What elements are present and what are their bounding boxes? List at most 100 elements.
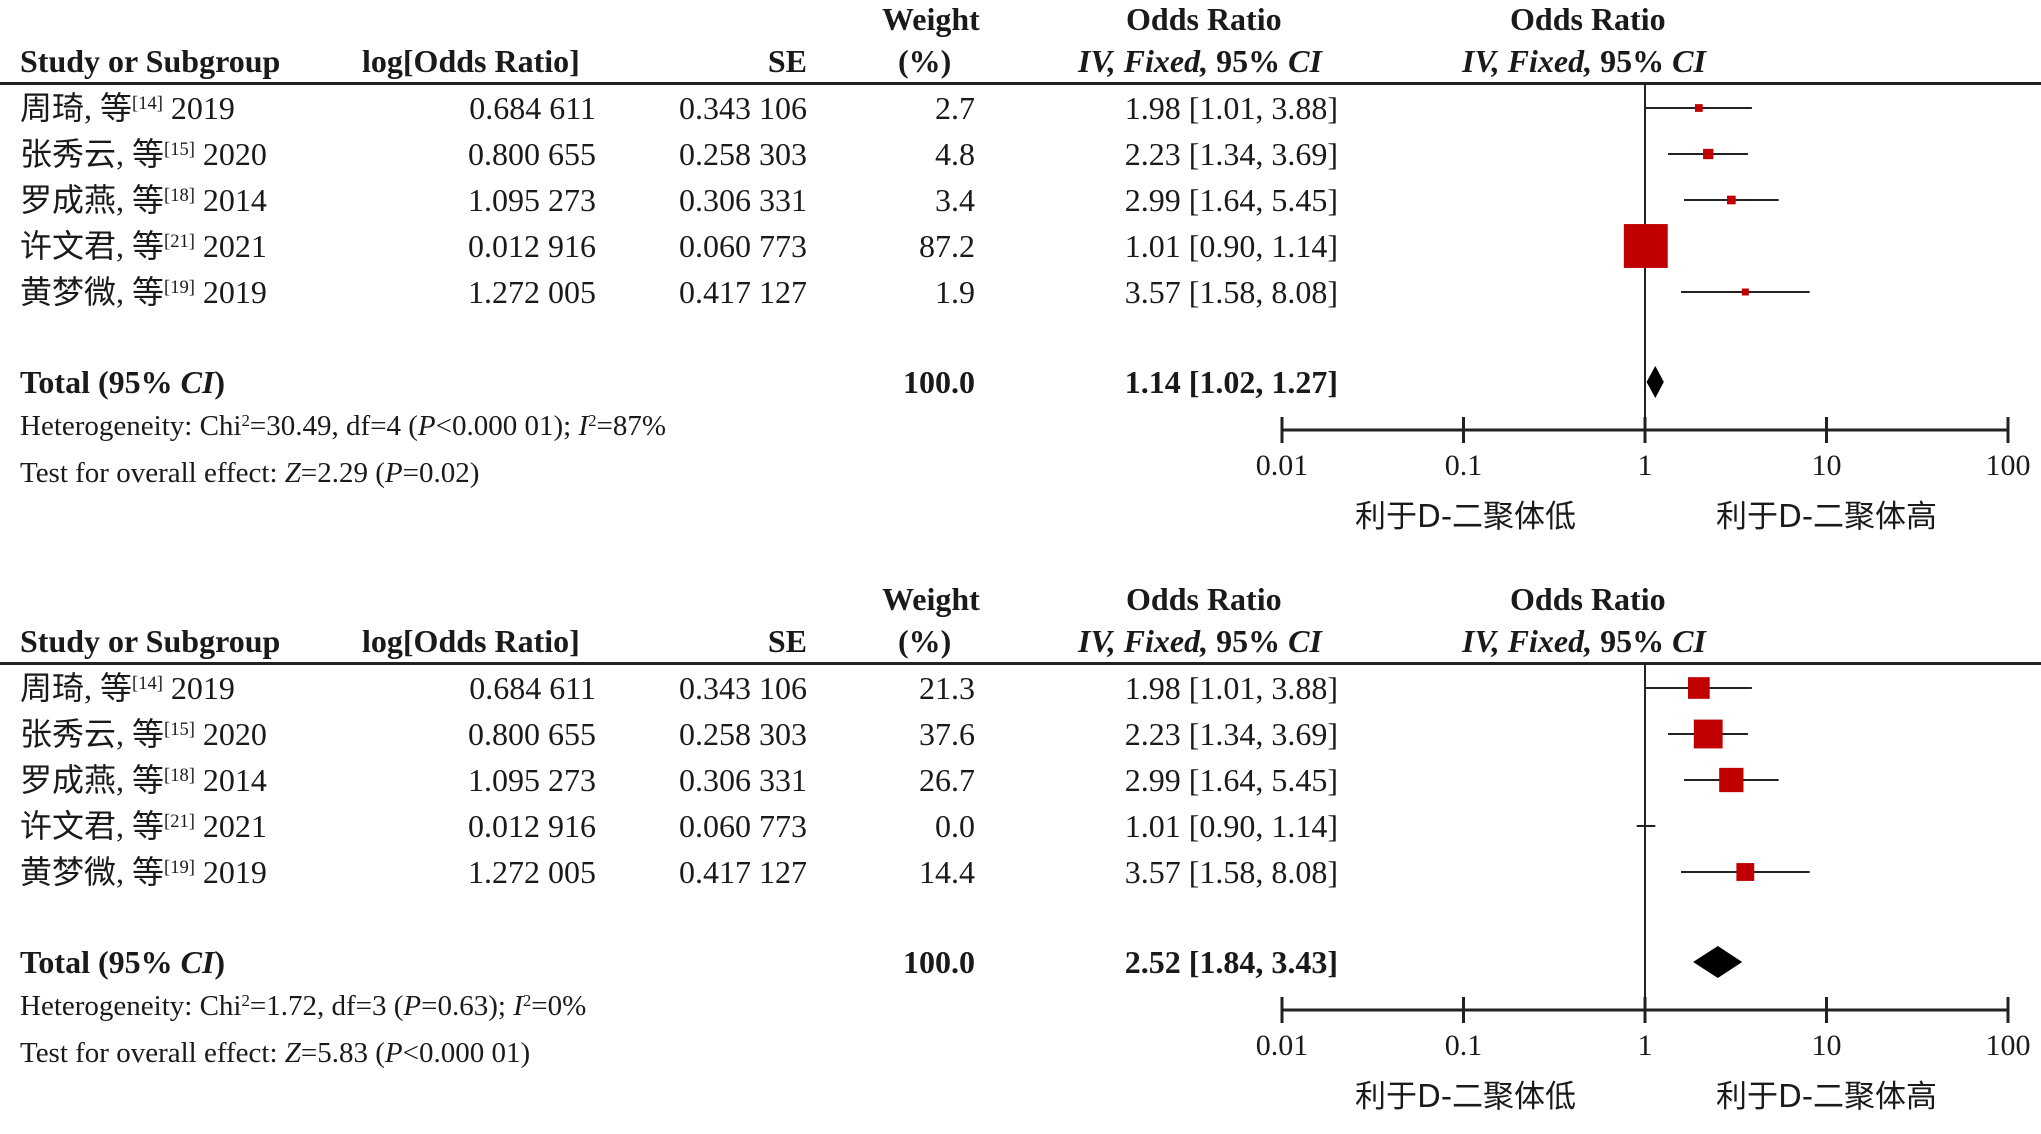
het-p-label: P — [417, 410, 436, 442]
study-weight: 1.9 — [935, 274, 975, 310]
overall-p-label: P — [384, 1037, 403, 1069]
study-year: 2021 — [194, 808, 267, 844]
header-log-or: log[Odds Ratio] — [362, 43, 580, 79]
overall-z-label: Z — [284, 1037, 301, 1069]
study-marker — [1681, 288, 1810, 296]
study-se: 0.417 127 — [679, 854, 807, 890]
study-author: 张秀云, 等 — [20, 136, 165, 172]
overall-effect-text: Test for overall effect: Z=5.83 (P<0.000… — [20, 1039, 530, 1068]
header-weight-1: Weight — [882, 1, 980, 37]
study-or-ci: 1.01 [0.90, 1.14] — [1124, 808, 1338, 844]
het-i-label: I — [513, 990, 523, 1022]
total-weight: 100.0 — [903, 944, 975, 980]
header-study: Study or Subgroup — [20, 623, 281, 659]
header-or-2: IV, Fixed, 95% CI — [1078, 45, 1322, 77]
header-se: SE — [767, 43, 807, 79]
x-label-right: 利于D-二聚体高 — [1716, 1079, 1937, 1115]
study-weight: 2.7 — [935, 90, 975, 126]
x-tick-label: 0.1 — [1445, 1029, 1483, 1062]
het-prefix: Heterogeneity: Chi — [20, 410, 242, 442]
x-label-left: 利于D-二聚体低 — [1355, 1079, 1576, 1115]
point-estimate-square — [1693, 719, 1723, 749]
study-ref: [19] — [164, 856, 195, 878]
header-plot-2-ci: CI — [1672, 623, 1706, 659]
total-label-text: Total (95% — [20, 944, 181, 980]
study-author: 张秀云, 等 — [20, 716, 165, 752]
total-label-ci: CI — [180, 364, 215, 400]
study-marker — [1683, 767, 1779, 793]
point-estimate-square — [1741, 288, 1749, 296]
header-or-1: Odds Ratio — [1126, 1, 1282, 37]
study-author: 黄梦微, 等 — [20, 274, 165, 310]
header-or-1: Odds Ratio — [1126, 581, 1282, 617]
study-ref: [18] — [164, 184, 195, 206]
overall-p-value: =0.02) — [402, 457, 480, 489]
total-weight: 100.0 — [903, 364, 975, 400]
x-tick-label: 0.01 — [1256, 449, 1309, 482]
x-tick-label: 10 — [1812, 449, 1842, 482]
study-author: 罗成燕, 等 — [20, 762, 165, 798]
study-or-ci: 1.98 [1.01, 3.88] — [1124, 90, 1338, 126]
study-log-or: 1.095 273 — [468, 182, 596, 218]
study-author: 周琦, 等 — [20, 90, 133, 126]
study-name: 张秀云, 等[15] 2020 — [20, 138, 267, 170]
het-i-value: =87% — [596, 410, 667, 442]
study-name: 许文君, 等[21] 2021 — [20, 810, 267, 842]
header-or-2: IV, Fixed, 95% CI — [1078, 625, 1322, 657]
study-or-ci: 2.99 [1.64, 5.45] — [1124, 182, 1338, 218]
study-or-ci: 3.57 [1.58, 8.08] — [1124, 274, 1338, 310]
study-name: 黄梦微, 等[19] 2019 — [20, 856, 267, 888]
study-or-ci: 2.99 [1.64, 5.45] — [1124, 762, 1338, 798]
point-estimate-square — [1623, 224, 1668, 268]
study-se: 0.258 303 — [679, 136, 807, 172]
study-log-or: 0.684 611 — [469, 90, 596, 126]
study-log-or: 0.684 611 — [469, 670, 596, 706]
study-year: 2019 — [194, 274, 267, 310]
het-i-value: =0% — [531, 990, 587, 1022]
total-label: Total (95% CI) — [20, 946, 225, 978]
forest-plot-svg: 0.01 0.1 1 10 100 利于D-二聚体低 利于D-二聚体高 — [1256, 664, 2031, 1115]
study-weight: 87.2 — [919, 228, 975, 264]
point-estimate-square — [1736, 863, 1755, 881]
overall-z-value: =5.83 ( — [300, 1037, 385, 1069]
het-chi: =30.49, df=4 ( — [249, 410, 418, 442]
study-name: 周琦, 等[14] 2019 — [20, 672, 235, 704]
x-label-left: 利于D-二聚体低 — [1355, 499, 1576, 535]
header-rule — [0, 662, 2041, 665]
header-weight-2: (%) — [898, 43, 952, 79]
point-estimate-square — [1694, 104, 1703, 112]
study-author: 罗成燕, 等 — [20, 182, 165, 218]
header-or-2-ci: CI — [1288, 43, 1322, 79]
study-year: 2019 — [194, 854, 267, 890]
study-author: 周琦, 等 — [20, 670, 133, 706]
study-ref: [14] — [132, 92, 163, 114]
x-tick-label: 0.01 — [1256, 1029, 1309, 1062]
study-marker — [1623, 224, 1668, 268]
total-or-ci: 1.14 [1.02, 1.27] — [1124, 364, 1338, 400]
total-label-ci: CI — [180, 944, 215, 980]
het-chi: =1.72, df=3 ( — [249, 990, 404, 1022]
study-log-or: 0.012 916 — [468, 808, 596, 844]
header-log-or: log[Odds Ratio] — [362, 623, 580, 659]
header-plot-1: Odds Ratio — [1510, 581, 1666, 617]
x-tick-label: 100 — [1986, 449, 2031, 482]
study-log-or: 0.012 916 — [468, 228, 596, 264]
het-i-sup: 2 — [588, 410, 597, 430]
study-ref: [21] — [164, 230, 195, 252]
header-plot-1: Odds Ratio — [1510, 1, 1666, 37]
forest-panel-2: Study or Subgroup log[Odds Ratio] SE Weight… — [0, 580, 2041, 1134]
het-i-label: I — [578, 410, 589, 442]
study-or-ci: 1.98 [1.01, 3.88] — [1124, 670, 1338, 706]
study-year: 2020 — [194, 136, 267, 172]
study-marker — [1683, 195, 1779, 205]
study-ref: [15] — [164, 718, 195, 740]
study-year: 2019 — [162, 90, 235, 126]
het-p-label: P — [403, 990, 422, 1022]
header-study: Study or Subgroup — [20, 43, 281, 79]
total-label: Total (95% CI) — [20, 366, 225, 398]
study-weight: 4.8 — [935, 136, 975, 172]
study-se: 0.417 127 — [679, 274, 807, 310]
study-se: 0.060 773 — [679, 808, 807, 844]
study-weight: 14.4 — [919, 854, 975, 890]
study-marker — [1645, 677, 1752, 699]
